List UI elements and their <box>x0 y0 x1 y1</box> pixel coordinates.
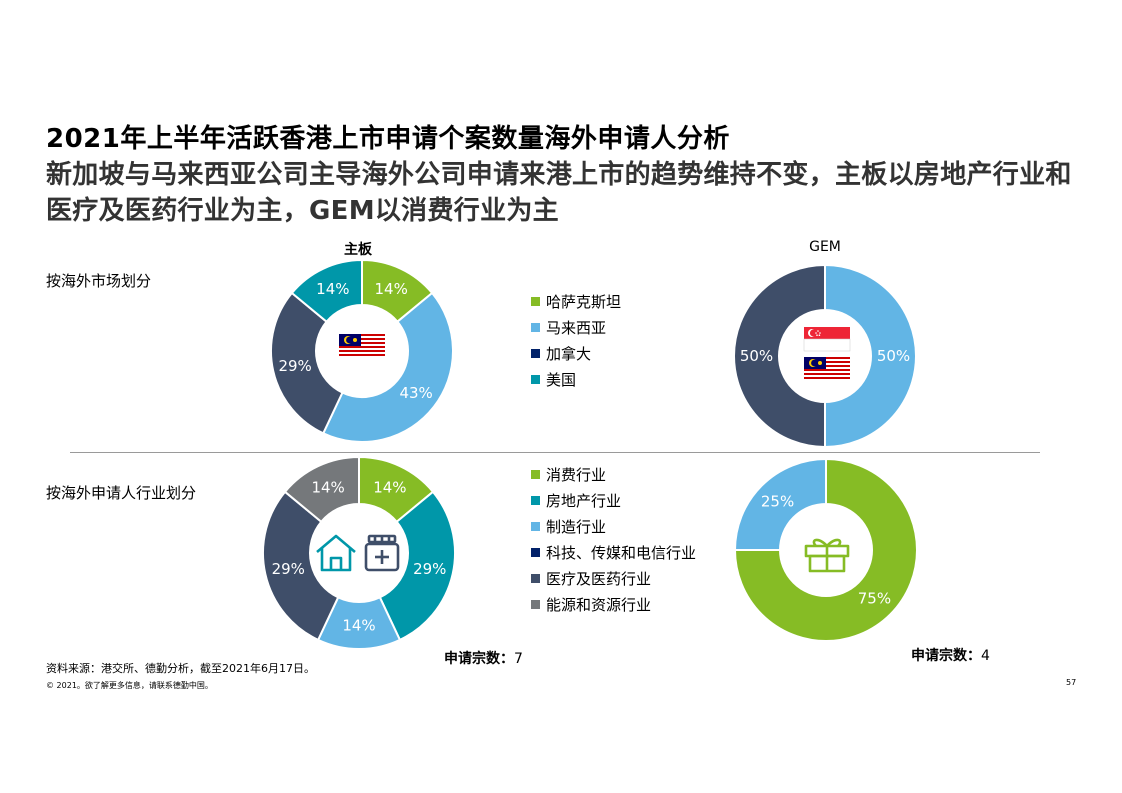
donut-gem-market-label: 50% <box>877 347 910 365</box>
application-count-main: 申请宗数：7 <box>444 648 523 668</box>
donut-gem-industry-slice <box>733 457 827 551</box>
legend-label: 科技、传媒和电信行业 <box>546 543 697 562</box>
legend-swatch <box>531 374 540 384</box>
chart-header-gem: GEM <box>809 239 841 255</box>
legend-swatch <box>531 495 540 505</box>
legend-label: 美国 <box>546 370 577 389</box>
application-count-value: 4 <box>981 648 990 664</box>
application-count-label: 申请宗数： <box>444 651 514 667</box>
application-count-label: 申请宗数： <box>911 648 981 664</box>
malaysia-flag-icon <box>804 357 850 379</box>
donut-main-market-slice <box>290 258 363 324</box>
donut-main-market-label: 14% <box>316 280 349 298</box>
donut-main-market-label: 43% <box>399 384 432 402</box>
donut-main-industry-slice <box>262 490 340 642</box>
donut-main-industry-label: 29% <box>413 560 446 578</box>
donut-main-industry-slice <box>283 455 360 524</box>
page-number: 57 <box>1066 678 1077 687</box>
industry-legend-item: 房地产行业 <box>531 487 696 513</box>
market-legend-item: 加拿大 <box>531 340 621 366</box>
industry-legend-item: 消费行业 <box>531 461 696 487</box>
donut-gem-market-label: 50% <box>740 347 773 365</box>
legend-market: 哈萨克斯坦马来西亚加拿大美国 <box>531 288 621 392</box>
section-divider <box>70 452 1040 453</box>
donut-main-industry-label: 29% <box>272 560 305 578</box>
legend-swatch <box>531 322 540 332</box>
donut-gem-industry-slice <box>733 457 918 642</box>
industry-legend-item: 科技、传媒和电信行业 <box>531 539 696 565</box>
section-label-industry: 按海外申请人行业划分 <box>46 484 197 502</box>
legend-swatch <box>531 599 540 609</box>
legend-label: 加拿大 <box>546 344 592 363</box>
donut-main-industry-label: 14% <box>342 617 375 635</box>
page-title: 2021年上半年活跃香港上市申请个案数量海外申请人分析 <box>46 124 730 154</box>
donut-main-market-slice <box>270 291 344 435</box>
industry-legend-item: 医疗及医药行业 <box>531 565 696 591</box>
malaysia-flag-icon <box>339 334 385 356</box>
donut-main-industry-label: 14% <box>373 478 406 496</box>
market-legend-item: 马来西亚 <box>531 314 621 340</box>
legend-label: 能源和资源行业 <box>546 595 652 614</box>
house-icon <box>316 534 356 572</box>
market-legend-item: 哈萨克斯坦 <box>531 288 621 314</box>
donut-gem-market-slice <box>824 263 917 449</box>
industry-legend-item: 能源和资源行业 <box>531 591 696 617</box>
donut-main-industry-label: 14% <box>311 478 344 496</box>
medicine-icon <box>364 534 400 572</box>
singapore-flag-icon <box>803 327 851 352</box>
donut-gem-industry-label: 25% <box>761 493 794 511</box>
legend-swatch <box>531 348 540 358</box>
donut-main-industry-slice <box>378 490 456 642</box>
legend-label: 制造行业 <box>546 517 607 536</box>
legend-swatch <box>531 521 540 531</box>
legend-label: 医疗及医药行业 <box>546 569 652 588</box>
donut-gem-industry-label: 75% <box>858 589 891 607</box>
application-count-gem: 申请宗数：4 <box>911 645 990 665</box>
donut-main-market-slice <box>321 291 454 443</box>
donut-main-market-label: 14% <box>374 280 407 298</box>
industry-legend-item: 制造行业 <box>531 513 696 539</box>
legend-swatch <box>531 547 540 557</box>
donut-gem-market-slice <box>733 263 826 449</box>
legend-label: 房地产行业 <box>546 491 622 510</box>
gift-icon <box>804 538 850 573</box>
source-note: 资料来源：港交所、德勤分析，截至2021年6月17日。 <box>46 662 315 675</box>
page-subtitle: 新加坡与马来西亚公司主导海外公司申请来港上市的趋势维持不变，主板以房地产行业和医… <box>46 160 1072 226</box>
chart-header-main-board: 主板 <box>344 242 372 258</box>
donut-main-market-label: 29% <box>278 357 311 375</box>
legend-swatch <box>531 296 540 306</box>
legend-swatch <box>531 573 540 583</box>
legend-industry: 消费行业房地产行业制造行业科技、传媒和电信行业 医疗及医药行业 能源和资源行业 <box>531 461 696 617</box>
copyright-note: © 2021。欲了解更多信息，请联系德勤中国。 <box>46 681 213 690</box>
legend-label: 消费行业 <box>546 465 607 484</box>
application-count-value: 7 <box>514 651 523 667</box>
legend-label: 马来西亚 <box>546 318 607 337</box>
market-legend-item: 美国 <box>531 366 621 392</box>
legend-label: 哈萨克斯坦 <box>546 292 622 311</box>
legend-swatch <box>531 469 540 479</box>
section-label-market: 按海外市场划分 <box>46 272 152 290</box>
